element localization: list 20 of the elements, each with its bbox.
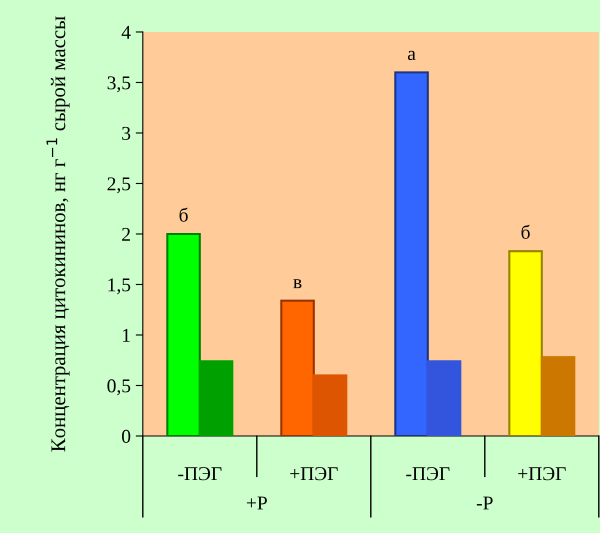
- x-tick-label: -ПЭГ: [406, 467, 450, 480]
- annotation: б: [180, 208, 188, 222]
- x-tick-label: -ПЭГ: [178, 467, 222, 480]
- text: +P: [246, 496, 267, 510]
- y-tick-label: 2,5: [108, 177, 130, 194]
- y-tick-label: 1: [122, 328, 130, 342]
- annotation: а: [408, 50, 416, 60]
- y-tick-label: 3: [122, 126, 130, 140]
- annotation: в: [293, 279, 302, 288]
- y-tick-label: 4: [122, 26, 131, 39]
- annotation: б: [522, 224, 530, 239]
- y-tick-label: 2: [122, 228, 130, 241]
- x-tick-label: +ПЭГ: [290, 467, 338, 480]
- text: -P: [476, 496, 493, 510]
- y-tick-label: 3,5: [108, 76, 130, 92]
- y-tick-label: 1,5: [108, 278, 130, 294]
- y-tick-label: 0: [122, 430, 130, 443]
- y-axis-title: Концентрация цитокининов, нг г$^{−1}$ сырой массы: [46, 16, 70, 452]
- x-tick-label: +ПЭГ: [518, 467, 566, 480]
- y-tick-label: 0,5: [107, 379, 130, 396]
